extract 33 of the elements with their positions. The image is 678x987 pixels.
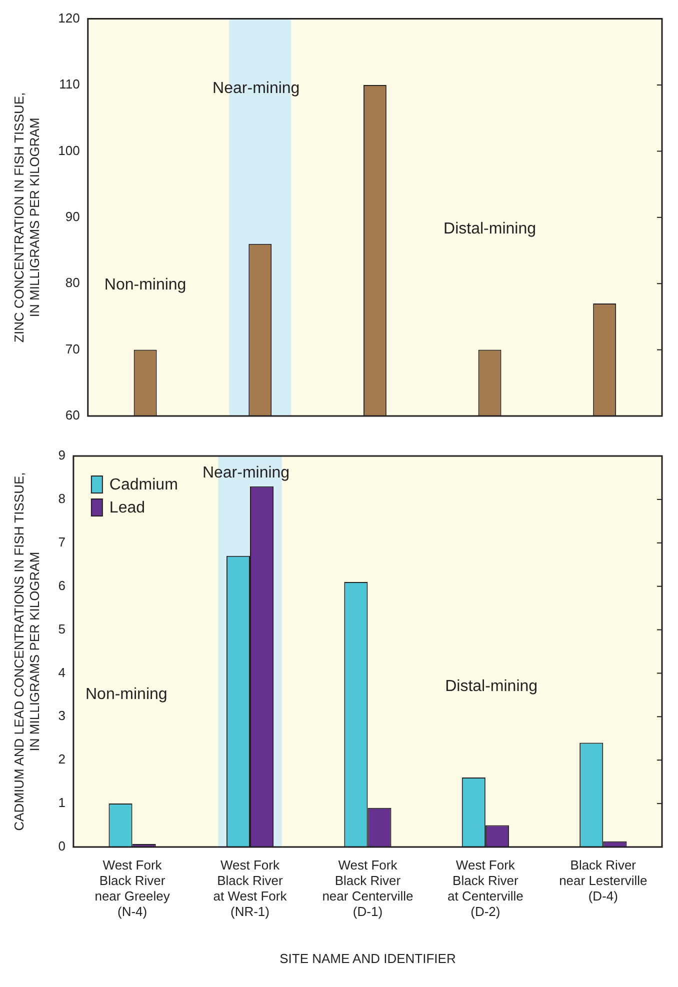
y-tick-label: 90 bbox=[65, 208, 80, 224]
y-tick-label: 5 bbox=[58, 621, 66, 636]
y-tick-label: 8 bbox=[58, 491, 66, 506]
y-tick-label: 3 bbox=[58, 708, 66, 724]
x-tick-label: West Fork Black River near Centerville (D-1) bbox=[322, 857, 414, 920]
x-tick-label: Black River near Lesterville (D-4) bbox=[559, 857, 648, 904]
y-tick-label: 60 bbox=[65, 408, 80, 423]
annotation: Non-mining bbox=[85, 686, 168, 703]
legend-label: Cadmium bbox=[109, 476, 178, 494]
y-tick-label: 1 bbox=[58, 795, 66, 810]
y-tick-label: 80 bbox=[65, 275, 80, 290]
x-tick-label: West Fork Black River at Centerville (D-2) bbox=[447, 857, 524, 920]
x-axis-title: SITE NAME AND IDENTIFIER bbox=[280, 950, 456, 966]
y-tick-label: 110 bbox=[59, 76, 80, 92]
y-tick-label: 120 bbox=[58, 10, 80, 26]
band-label: Near-mining bbox=[212, 80, 300, 98]
y-tick-label: 9 bbox=[58, 448, 66, 463]
y-tick-label: 7 bbox=[58, 534, 66, 550]
y-axis-title: ZINC CONCENTRATION IN FISH TISSUE, IN MILLIGRAMS PER KILOGRAM bbox=[11, 92, 42, 342]
annotation: Non-mining bbox=[104, 276, 186, 294]
y-tick-label: 0 bbox=[58, 838, 66, 854]
annotation: Distal-mining bbox=[445, 678, 538, 696]
annotation: Distal-mining bbox=[444, 220, 536, 238]
y-tick-label: 100 bbox=[58, 142, 80, 158]
y-tick-label: 6 bbox=[58, 578, 66, 593]
y-axis-title: CADMIUM AND LEAD CONCENTRATIONS IN FISH TISSUE, IN MILLIGRAMS PER KILOGRAM bbox=[11, 472, 42, 831]
y-tick-label: 2 bbox=[58, 752, 66, 767]
x-tick-label: West Fork Black River near Greeley (N-4) bbox=[94, 857, 170, 920]
y-tick-label: 70 bbox=[65, 341, 80, 356]
legend-label: Lead bbox=[109, 499, 146, 516]
y-tick-label: 4 bbox=[58, 664, 66, 680]
x-tick-label: West Fork Black River at West Fork (NR-1) bbox=[213, 857, 288, 920]
band-label: Near-mining bbox=[202, 464, 290, 482]
